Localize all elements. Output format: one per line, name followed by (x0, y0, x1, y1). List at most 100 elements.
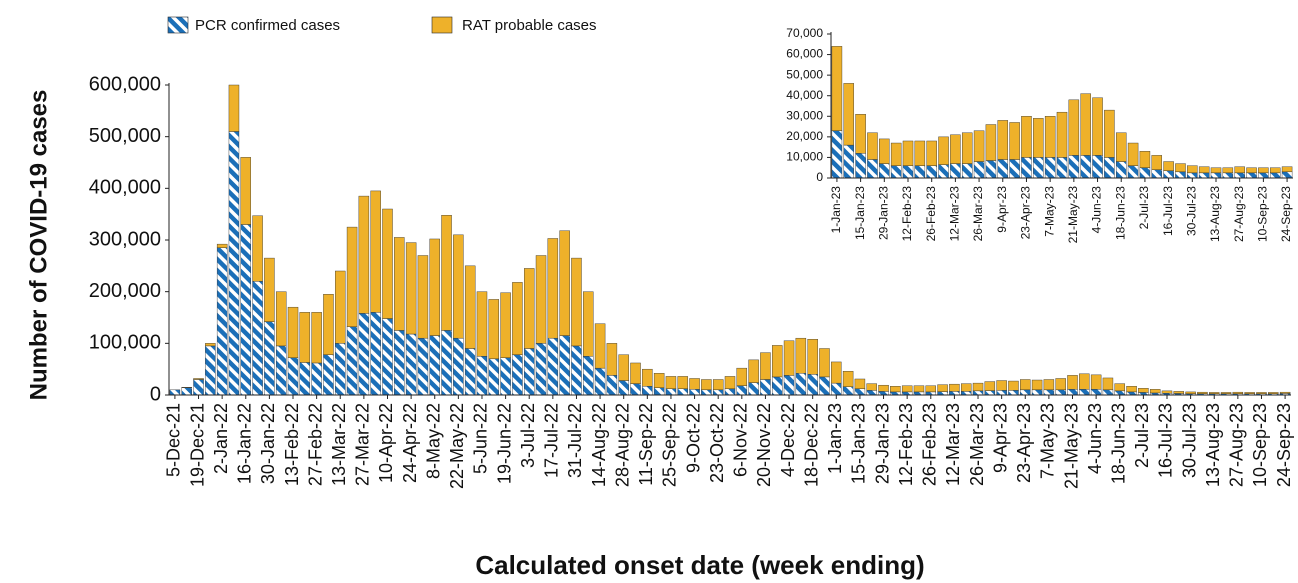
x-tick-label: 19-Jun-22 (494, 403, 514, 484)
bar-segment (571, 345, 582, 396)
bar-segment (1163, 161, 1174, 172)
bar-segment (1269, 167, 1281, 174)
bar-segment (1234, 166, 1245, 174)
bar-segment (1009, 122, 1020, 160)
x-tick-label: 13-Feb-22 (282, 403, 302, 486)
bar-segment (831, 46, 843, 131)
bar-segment (335, 270, 346, 344)
bar-segment (760, 379, 771, 396)
x-tick-label: 26-Feb-23 (924, 186, 938, 242)
x-tick-label: 24-Apr-22 (400, 403, 420, 483)
bar-segment (358, 195, 370, 314)
x-tick-label: 12-Feb-23 (896, 403, 916, 486)
x-tick-label: 5-Jun-22 (471, 403, 491, 474)
bar-segment (642, 368, 653, 387)
bar-segment (1080, 93, 1091, 156)
bar-segment (405, 242, 417, 335)
x-tick-label: 22-May-22 (447, 403, 467, 489)
bar-segment (535, 255, 547, 344)
x-tick-label: 25-Sep-22 (660, 403, 680, 487)
bar-segment (193, 379, 204, 396)
bar-segment (854, 378, 866, 390)
bar-segment (1021, 157, 1032, 179)
bar-segment (547, 337, 559, 396)
bar-segment (1234, 172, 1245, 179)
bar-segment (996, 390, 1007, 396)
x-tick-label: 4-Jun-23 (1085, 403, 1105, 474)
x-tick-label: 9-Apr-23 (990, 403, 1010, 473)
y-tick-label: 500,000 (89, 125, 161, 147)
bar-segment (630, 362, 641, 384)
x-tick-label: 5-Dec-21 (164, 403, 184, 477)
bar-segment (938, 164, 949, 179)
bar-segment (1198, 166, 1210, 174)
bar-segment (1043, 379, 1055, 391)
bar-segment (488, 299, 500, 360)
bar-segment (1256, 392, 1267, 394)
bar-segment (712, 379, 724, 391)
bar-segment (1163, 170, 1174, 179)
y-tick-label: 200,000 (89, 280, 161, 302)
x-tick-label: 26-Mar-23 (971, 186, 985, 242)
bar-segment (985, 124, 997, 161)
bar-segment (950, 134, 961, 164)
bar-segment (500, 357, 511, 396)
bar-segment (453, 234, 464, 339)
bar-segment (1008, 390, 1019, 396)
bar-segment (299, 362, 311, 396)
bar-segment (1175, 163, 1186, 173)
bar-segment (323, 294, 334, 355)
bar-segment (1044, 157, 1056, 179)
bar-segment (1068, 99, 1080, 156)
y-tick-label: 70,000 (786, 26, 823, 40)
y-tick-label: 60,000 (786, 47, 823, 61)
x-tick-label: 23-Apr-23 (1014, 403, 1034, 483)
x-tick-label: 24-Sep-23 (1279, 186, 1293, 242)
bar-segment (701, 379, 712, 391)
bar-segment (772, 376, 783, 396)
x-tick-label: 28-Aug-22 (612, 403, 632, 487)
bar-segment (1104, 157, 1115, 179)
bar-segment (500, 292, 511, 359)
bar-segment (559, 335, 570, 396)
bar-segment (748, 382, 759, 396)
bar-segment (453, 337, 464, 396)
bar-segment (181, 387, 192, 396)
bar-segment (1139, 151, 1151, 168)
bar-segment (464, 348, 476, 396)
bar-segment (1210, 172, 1222, 179)
bar-segment (630, 383, 641, 396)
x-tick-label: 10-Apr-22 (376, 403, 396, 483)
bar-segment (689, 378, 700, 390)
x-tick-label: 26-Mar-23 (967, 403, 987, 486)
x-tick-label: 3-Jul-22 (518, 403, 538, 468)
bar-segment (879, 163, 890, 179)
bar-segment (665, 388, 677, 396)
bar-segment (264, 321, 275, 396)
x-tick-label: 4-Jun-23 (1090, 186, 1104, 234)
bar-segment (1020, 389, 1031, 396)
bar-segment (370, 312, 381, 396)
bar-segment (547, 238, 559, 339)
bar-segment (618, 354, 629, 381)
x-tick-label: 19-Dec-21 (187, 403, 207, 487)
bar-segment (429, 335, 440, 396)
bar-segment (842, 386, 854, 396)
bar-segment (1246, 172, 1257, 179)
bar-segment (1151, 169, 1163, 179)
bar-segment (441, 214, 452, 331)
x-tick-label: 7-May-23 (1042, 186, 1056, 237)
bar-segment (973, 130, 985, 162)
y-tick-label: 0 (150, 383, 161, 405)
bar-segment (878, 384, 889, 392)
bar-segment (429, 238, 440, 336)
bar-segment (831, 382, 842, 396)
bar-segment (689, 389, 700, 396)
bar-segment (843, 144, 855, 179)
bar-segment (937, 391, 948, 396)
bar-segment (724, 388, 736, 396)
bar-segment (512, 282, 523, 355)
bar-segment (169, 389, 181, 396)
x-tick-label: 27-Mar-22 (353, 403, 373, 486)
